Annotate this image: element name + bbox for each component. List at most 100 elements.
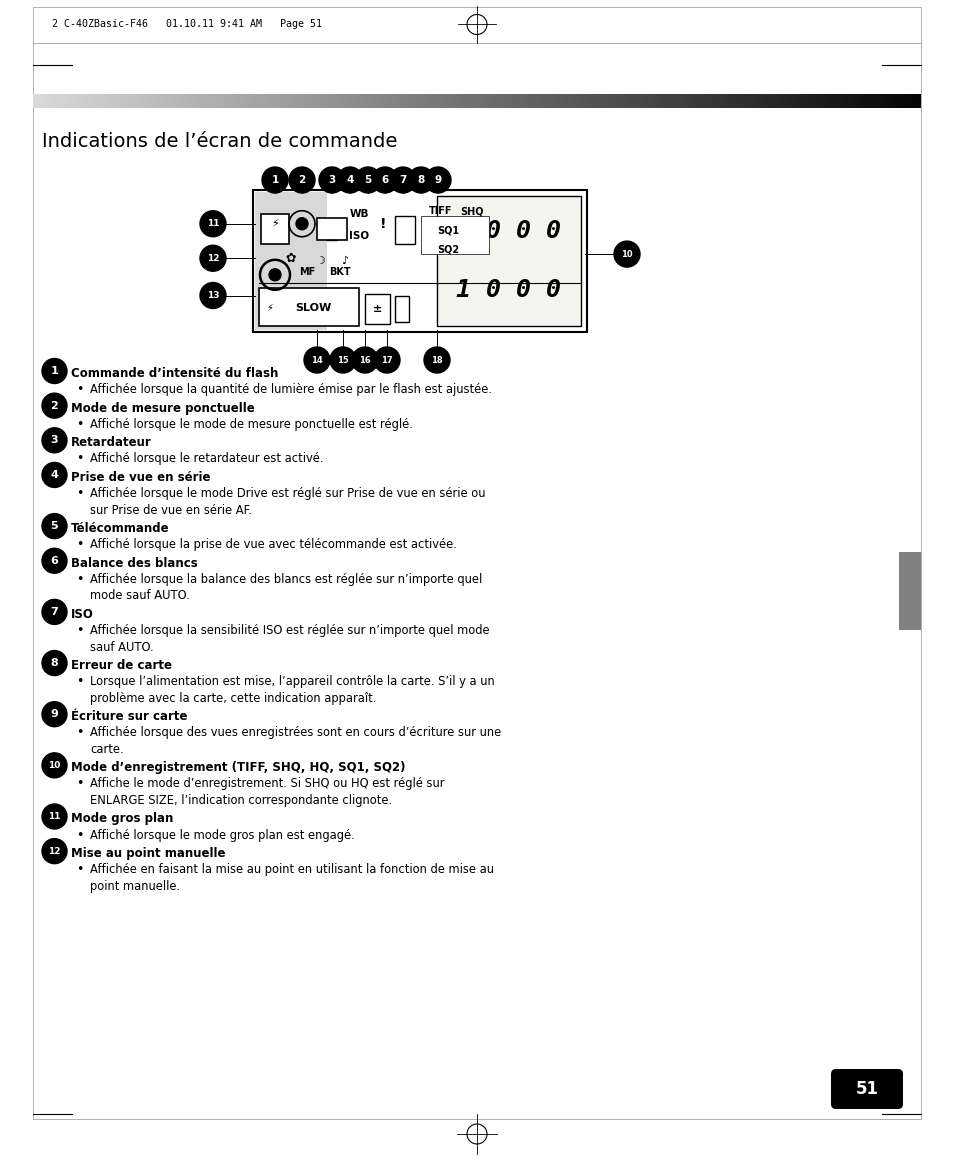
Text: Affichée lorsque le mode Drive est réglé sur Prise de vue en série ou: Affichée lorsque le mode Drive est réglé… [90,487,485,501]
Text: Indications de l’écran de commande: Indications de l’écran de commande [42,132,397,151]
Text: 7: 7 [51,606,58,617]
Text: 18: 18 [431,355,442,364]
Text: SHQ: SHQ [459,206,483,217]
Circle shape [42,393,67,418]
Text: 16: 16 [358,355,371,364]
Text: 2: 2 [298,175,305,185]
Text: SLOW: SLOW [294,303,331,313]
Text: •: • [76,829,84,842]
Text: 10: 10 [620,249,632,258]
Text: •: • [76,778,84,790]
Text: •: • [76,487,84,501]
Text: 2: 2 [51,400,58,411]
Bar [258,288,358,326]
Text: 1: 1 [51,365,58,376]
Circle shape [200,283,226,308]
Text: Affiché lorsque le retardateur est activé.: Affiché lorsque le retardateur est activ… [90,453,323,466]
Circle shape [295,218,308,229]
Text: •: • [76,418,84,431]
Text: Mode gros plan: Mode gros plan [71,812,173,825]
Text: ⚡: ⚡ [266,303,274,313]
Circle shape [200,246,226,271]
Text: 1: 1 [271,175,278,185]
Circle shape [42,462,67,488]
FancyBboxPatch shape [830,1069,902,1109]
Circle shape [318,166,345,193]
Circle shape [200,211,226,236]
Text: 6: 6 [51,555,58,566]
Text: 3: 3 [51,435,58,446]
Text: Affichée en faisant la mise au point en utilisant la fonction de mise au: Affichée en faisant la mise au point en … [90,864,494,876]
Text: •: • [76,453,84,466]
Circle shape [289,166,314,193]
Circle shape [42,838,67,864]
Text: ⚡: ⚡ [271,219,278,229]
Text: 5: 5 [364,175,372,185]
Circle shape [424,166,451,193]
Circle shape [390,166,416,193]
Bar [395,296,409,322]
Text: Affichée lorsque la quantité de lumière émise par le flash est ajustée.: Affichée lorsque la quantité de lumière … [90,383,492,396]
Text: ±: ± [373,304,382,314]
Circle shape [42,804,67,829]
Circle shape [355,166,380,193]
Text: •: • [76,624,84,637]
Text: 12: 12 [207,254,219,263]
Text: Prise de vue en série: Prise de vue en série [71,471,211,484]
Text: 14: 14 [311,355,322,364]
Circle shape [304,347,330,372]
Circle shape [42,651,67,675]
Circle shape [42,599,67,624]
Text: •: • [76,864,84,876]
Text: WB: WB [349,210,369,219]
Text: Mise au point manuelle: Mise au point manuelle [71,847,225,860]
Text: SQ1: SQ1 [436,226,458,235]
Text: ♪: ♪ [341,256,348,267]
Text: 3: 3 [328,175,335,185]
Text: ✿: ✿ [286,251,296,264]
Circle shape [262,166,288,193]
Text: 8: 8 [51,658,58,668]
Bar [420,217,489,254]
Text: 13: 13 [207,291,219,300]
Text: Affichée lorsque la sensibilité ISO est réglée sur n’importe quel mode: Affichée lorsque la sensibilité ISO est … [90,624,489,637]
Bar [261,214,289,244]
Text: 2 C-40ZBasic-F46   01.10.11 9:41 AM   Page 51: 2 C-40ZBasic-F46 01.10.11 9:41 AM Page 5… [52,20,322,29]
Circle shape [408,166,434,193]
Bar [395,217,415,244]
Text: 5: 5 [51,521,58,531]
Text: SQ2: SQ2 [436,244,458,255]
Text: BKT: BKT [329,267,351,277]
Text: Affiché lorsque la prise de vue avec télécommande est activée.: Affiché lorsque la prise de vue avec tél… [90,538,456,552]
Text: Mode d’enregistrement (TIFF, SHQ, HQ, SQ1, SQ2): Mode d’enregistrement (TIFF, SHQ, HQ, SQ… [71,761,405,774]
Text: Retardateur: Retardateur [71,436,152,449]
Circle shape [42,359,67,383]
Text: 9: 9 [51,709,58,719]
Text: •: • [76,383,84,396]
Text: MF: MF [298,267,314,277]
Circle shape [336,166,363,193]
Text: 17: 17 [381,355,393,364]
FancyBboxPatch shape [33,7,920,43]
Text: TIFF: TIFF [429,206,452,217]
Circle shape [42,428,67,453]
Text: Mode de mesure ponctuelle: Mode de mesure ponctuelle [71,402,254,414]
Text: sur Prise de vue en série AF.: sur Prise de vue en série AF. [90,504,252,517]
Text: Affiché lorsque le mode de mesure ponctuelle est réglé.: Affiché lorsque le mode de mesure ponctu… [90,418,413,431]
Bar [316,219,347,240]
Text: 4: 4 [346,175,354,185]
Circle shape [423,347,450,372]
Text: Télécommande: Télécommande [71,523,170,535]
Circle shape [42,702,67,726]
Circle shape [42,548,67,573]
Text: 4: 4 [51,470,58,480]
Text: 9: 9 [434,175,441,185]
Text: Affiche le mode d’enregistrement. Si SHQ ou HQ est réglé sur: Affiche le mode d’enregistrement. Si SHQ… [90,778,444,790]
Text: mode sauf AUTO.: mode sauf AUTO. [90,589,190,603]
Text: Balance des blancs: Balance des blancs [71,556,197,569]
Text: carte.: carte. [90,743,124,755]
Text: Affichée lorsque la balance des blancs est réglée sur n’importe quel: Affichée lorsque la balance des blancs e… [90,573,482,585]
Bar [254,192,327,331]
Text: 8: 8 [417,175,424,185]
Text: •: • [76,726,84,739]
